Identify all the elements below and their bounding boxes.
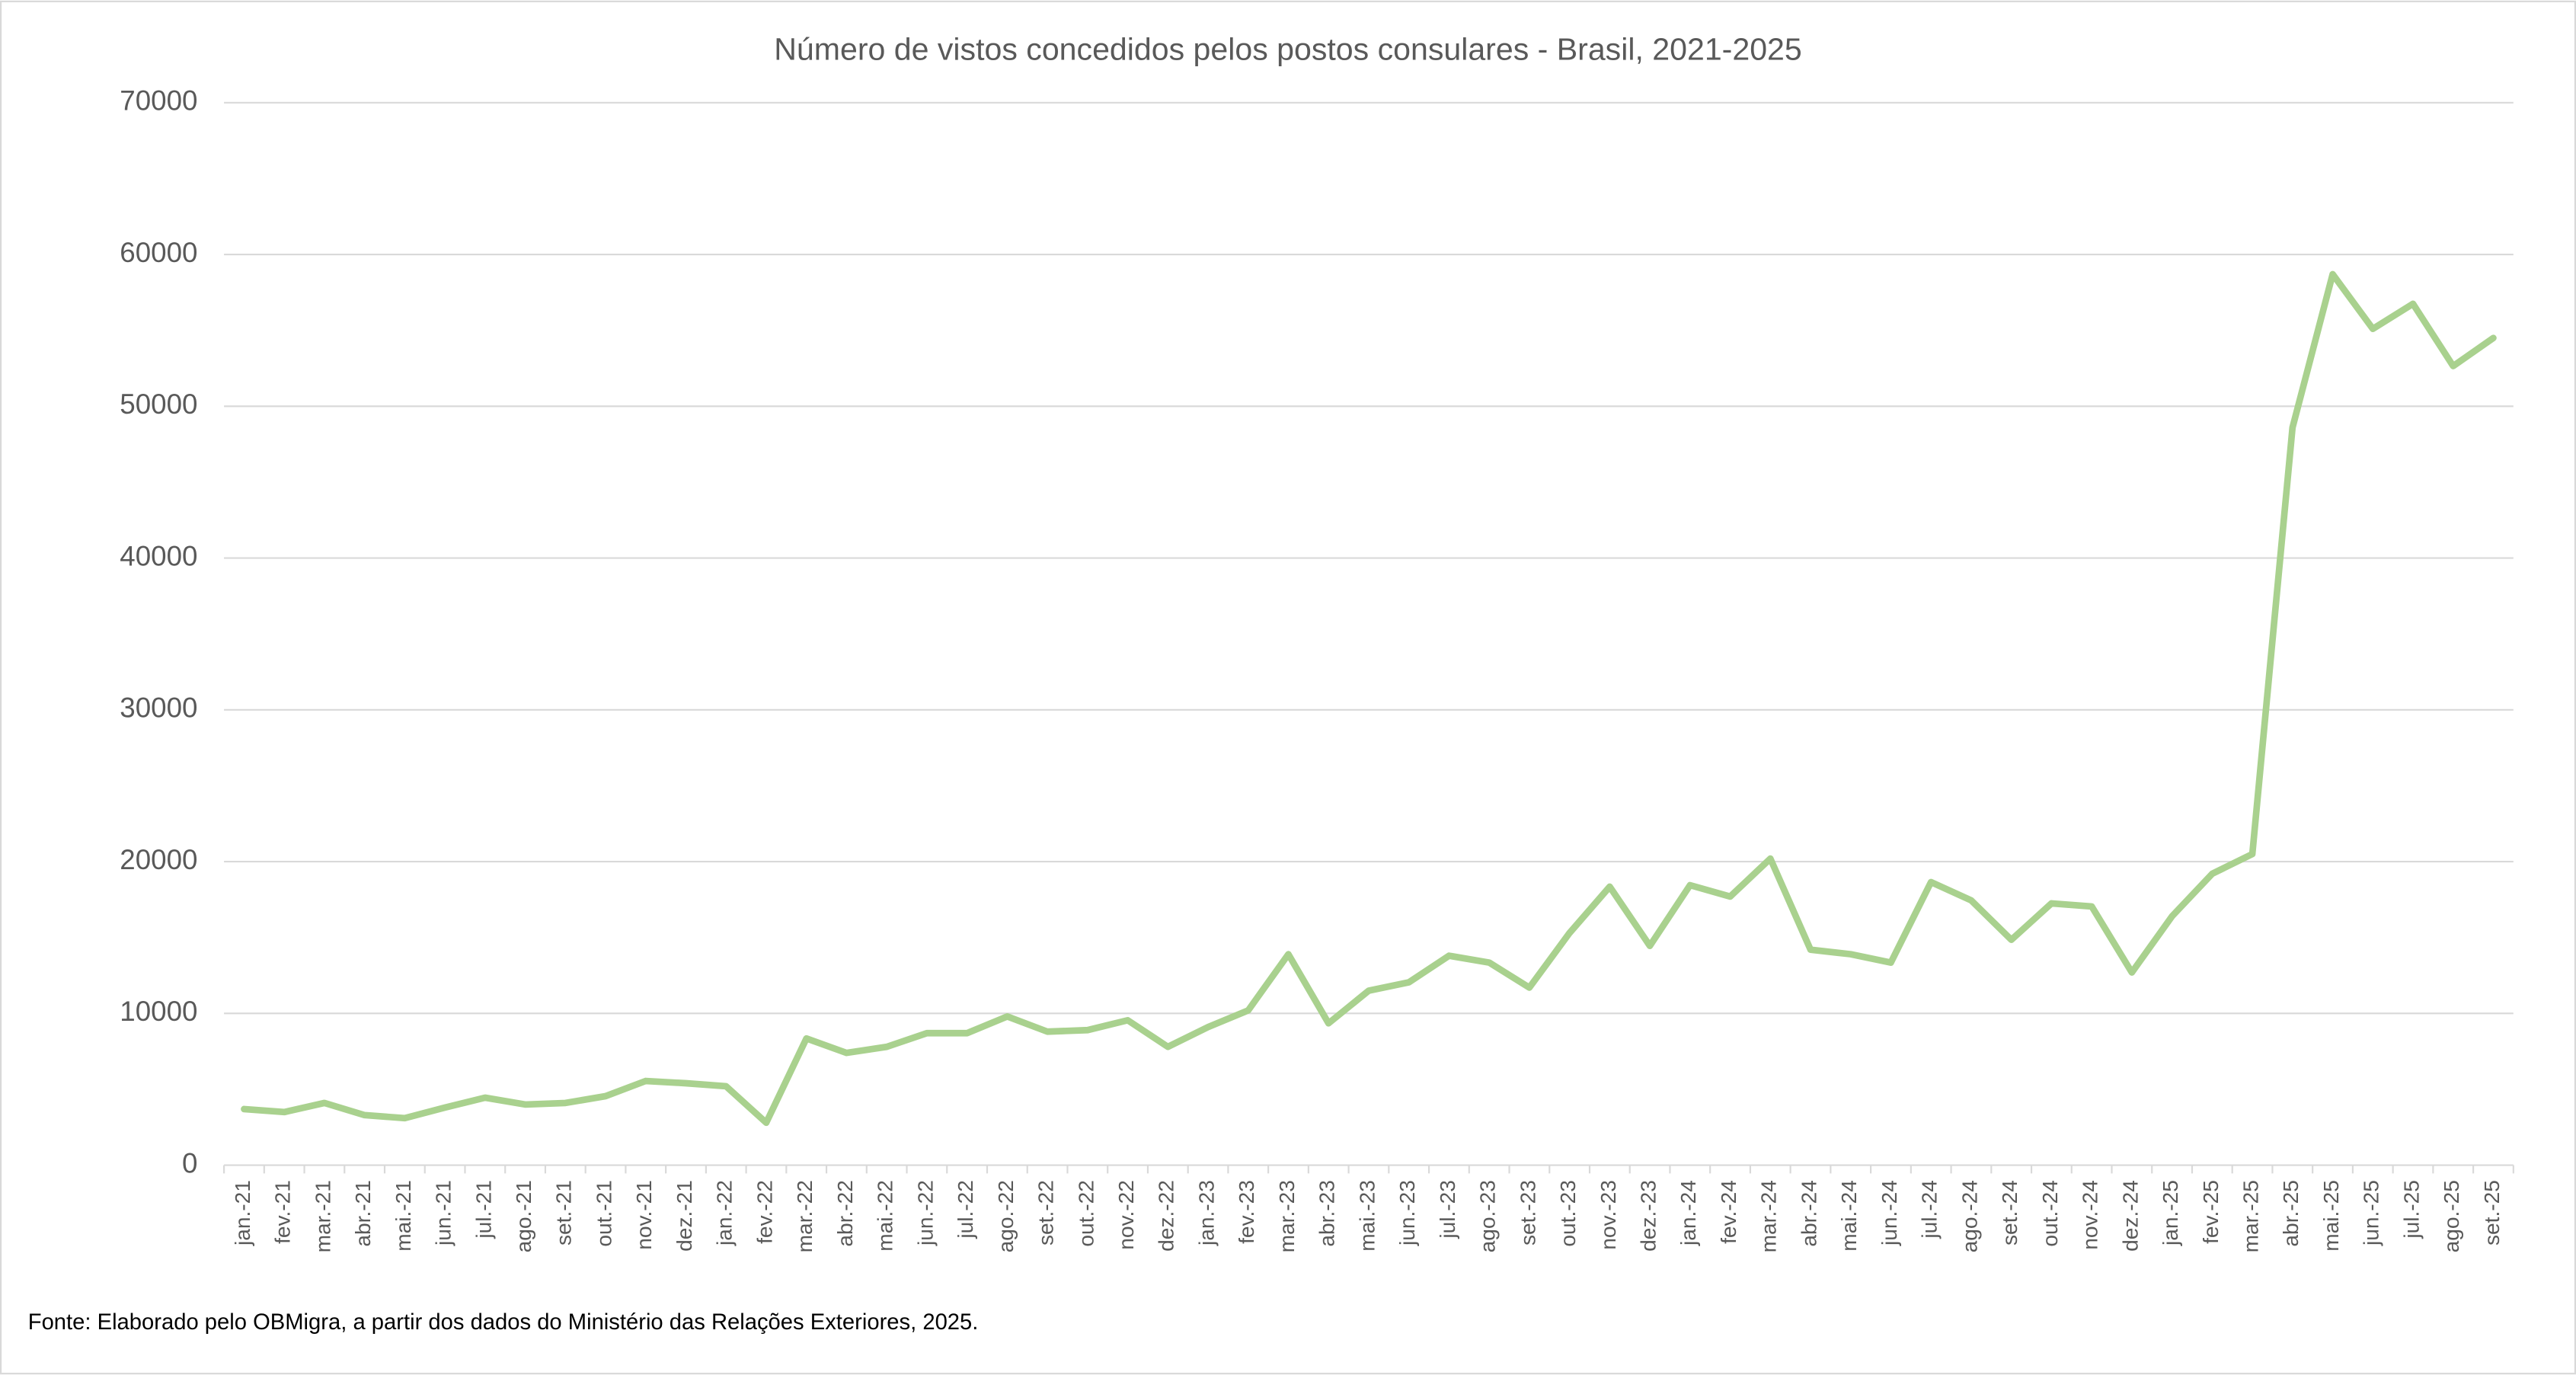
x-tick-label: ago.-21 (512, 1180, 535, 1252)
source-note: Fonte: Elaborado pelo OBMigra, a partir … (28, 1310, 979, 1335)
x-tick-label: jan.-23 (1194, 1180, 1218, 1246)
x-tick-label: nov.-23 (1596, 1180, 1620, 1250)
x-tick-label: dez.-22 (1155, 1180, 1178, 1252)
x-tick-label: mai.-21 (392, 1180, 415, 1252)
x-tick-label: abr.-23 (1315, 1180, 1339, 1247)
x-tick-label: jun.-21 (432, 1180, 455, 1246)
x-tick-label: dez.-21 (673, 1180, 696, 1252)
y-tick-label: 70000 (120, 85, 197, 117)
x-tick-label: jun.-24 (1878, 1180, 1901, 1246)
x-tick-label: mar.-22 (793, 1180, 817, 1252)
x-tick-label: fev.-22 (753, 1180, 776, 1244)
x-tick-label: mar.-23 (1275, 1180, 1299, 1252)
x-tick-label: ago.-22 (994, 1180, 1018, 1252)
x-tick-label: set.-22 (1034, 1180, 1058, 1245)
data-line (241, 270, 2497, 1127)
x-tick-label: jan.-25 (2159, 1180, 2182, 1246)
x-tick-label: mai.-23 (1355, 1180, 1379, 1252)
y-tick-label: 10000 (120, 996, 197, 1027)
x-tick-label: jul.-21 (471, 1180, 495, 1239)
x-tick-label: jun.-23 (1395, 1180, 1419, 1246)
y-tick-label: 50000 (120, 389, 197, 420)
x-tick-label: dez.-23 (1637, 1180, 1660, 1252)
x-tick-label: jun.-25 (2360, 1180, 2383, 1246)
x-tick-label: abr.-25 (2279, 1180, 2303, 1247)
y-tick-label: 30000 (120, 692, 197, 724)
x-tick-label: jan.-21 (231, 1180, 254, 1246)
x-tick-label: out.-21 (592, 1180, 615, 1247)
x-tick-label: jul.-22 (954, 1180, 977, 1239)
x-tick-label: set.-23 (1516, 1180, 1539, 1245)
x-tick-label: mar.-24 (1757, 1180, 1781, 1252)
x-tick-label: jul.-25 (2399, 1180, 2423, 1239)
x-tick-label: jun.-22 (913, 1180, 937, 1246)
x-tick-label: fev.-24 (1717, 1180, 1740, 1244)
x-tick-label: nov.-21 (632, 1180, 656, 1250)
x-tick-label: nov.-24 (2079, 1180, 2102, 1250)
x-tick-label: mar.-21 (311, 1180, 334, 1252)
x-tick-label: dez.-24 (2118, 1180, 2142, 1252)
x-tick-label: set.-21 (552, 1180, 576, 1245)
x-tick-label: jan.-24 (1676, 1180, 1700, 1246)
y-tick-label: 20000 (120, 844, 197, 875)
x-tick-label: abr.-22 (833, 1180, 857, 1247)
x-tick-label: mai.-24 (1837, 1180, 1861, 1252)
x-tick-label: mai.-22 (874, 1180, 897, 1252)
x-tick-label: fev.-21 (271, 1180, 295, 1244)
x-tick-label: jul.-23 (1436, 1180, 1459, 1239)
x-tick-label: mar.-25 (2239, 1180, 2262, 1252)
x-tick-label: set.-24 (1998, 1180, 2021, 1245)
y-tick-label: 60000 (120, 237, 197, 268)
x-tick-label: mai.-25 (2319, 1180, 2343, 1252)
y-tick-label: 0 (182, 1147, 197, 1178)
x-tick-label: ago.-23 (1476, 1180, 1500, 1252)
chart-title: Número de vistos concedidos pelos postos… (774, 32, 1801, 67)
x-tick-label: abr.-21 (351, 1180, 375, 1247)
x-tick-label: out.-22 (1074, 1180, 1098, 1247)
x-tick-label: jan.-22 (713, 1180, 737, 1246)
x-tick-label: set.-25 (2480, 1180, 2504, 1245)
x-tick-label: ago.-24 (1958, 1180, 1981, 1252)
x-tick-label: jul.-24 (1918, 1180, 1942, 1239)
x-tick-label: abr.-24 (1797, 1180, 1820, 1247)
x-tick-label: out.-24 (2038, 1180, 2062, 1247)
x-tick-label: fev.-23 (1235, 1180, 1258, 1244)
x-tick-label: nov.-22 (1114, 1180, 1138, 1250)
x-tick-label: ago.-25 (2440, 1180, 2463, 1252)
x-tick-label: out.-23 (1556, 1180, 1580, 1247)
x-tick-label: fev.-25 (2199, 1180, 2223, 1244)
y-tick-label: 40000 (120, 540, 197, 571)
